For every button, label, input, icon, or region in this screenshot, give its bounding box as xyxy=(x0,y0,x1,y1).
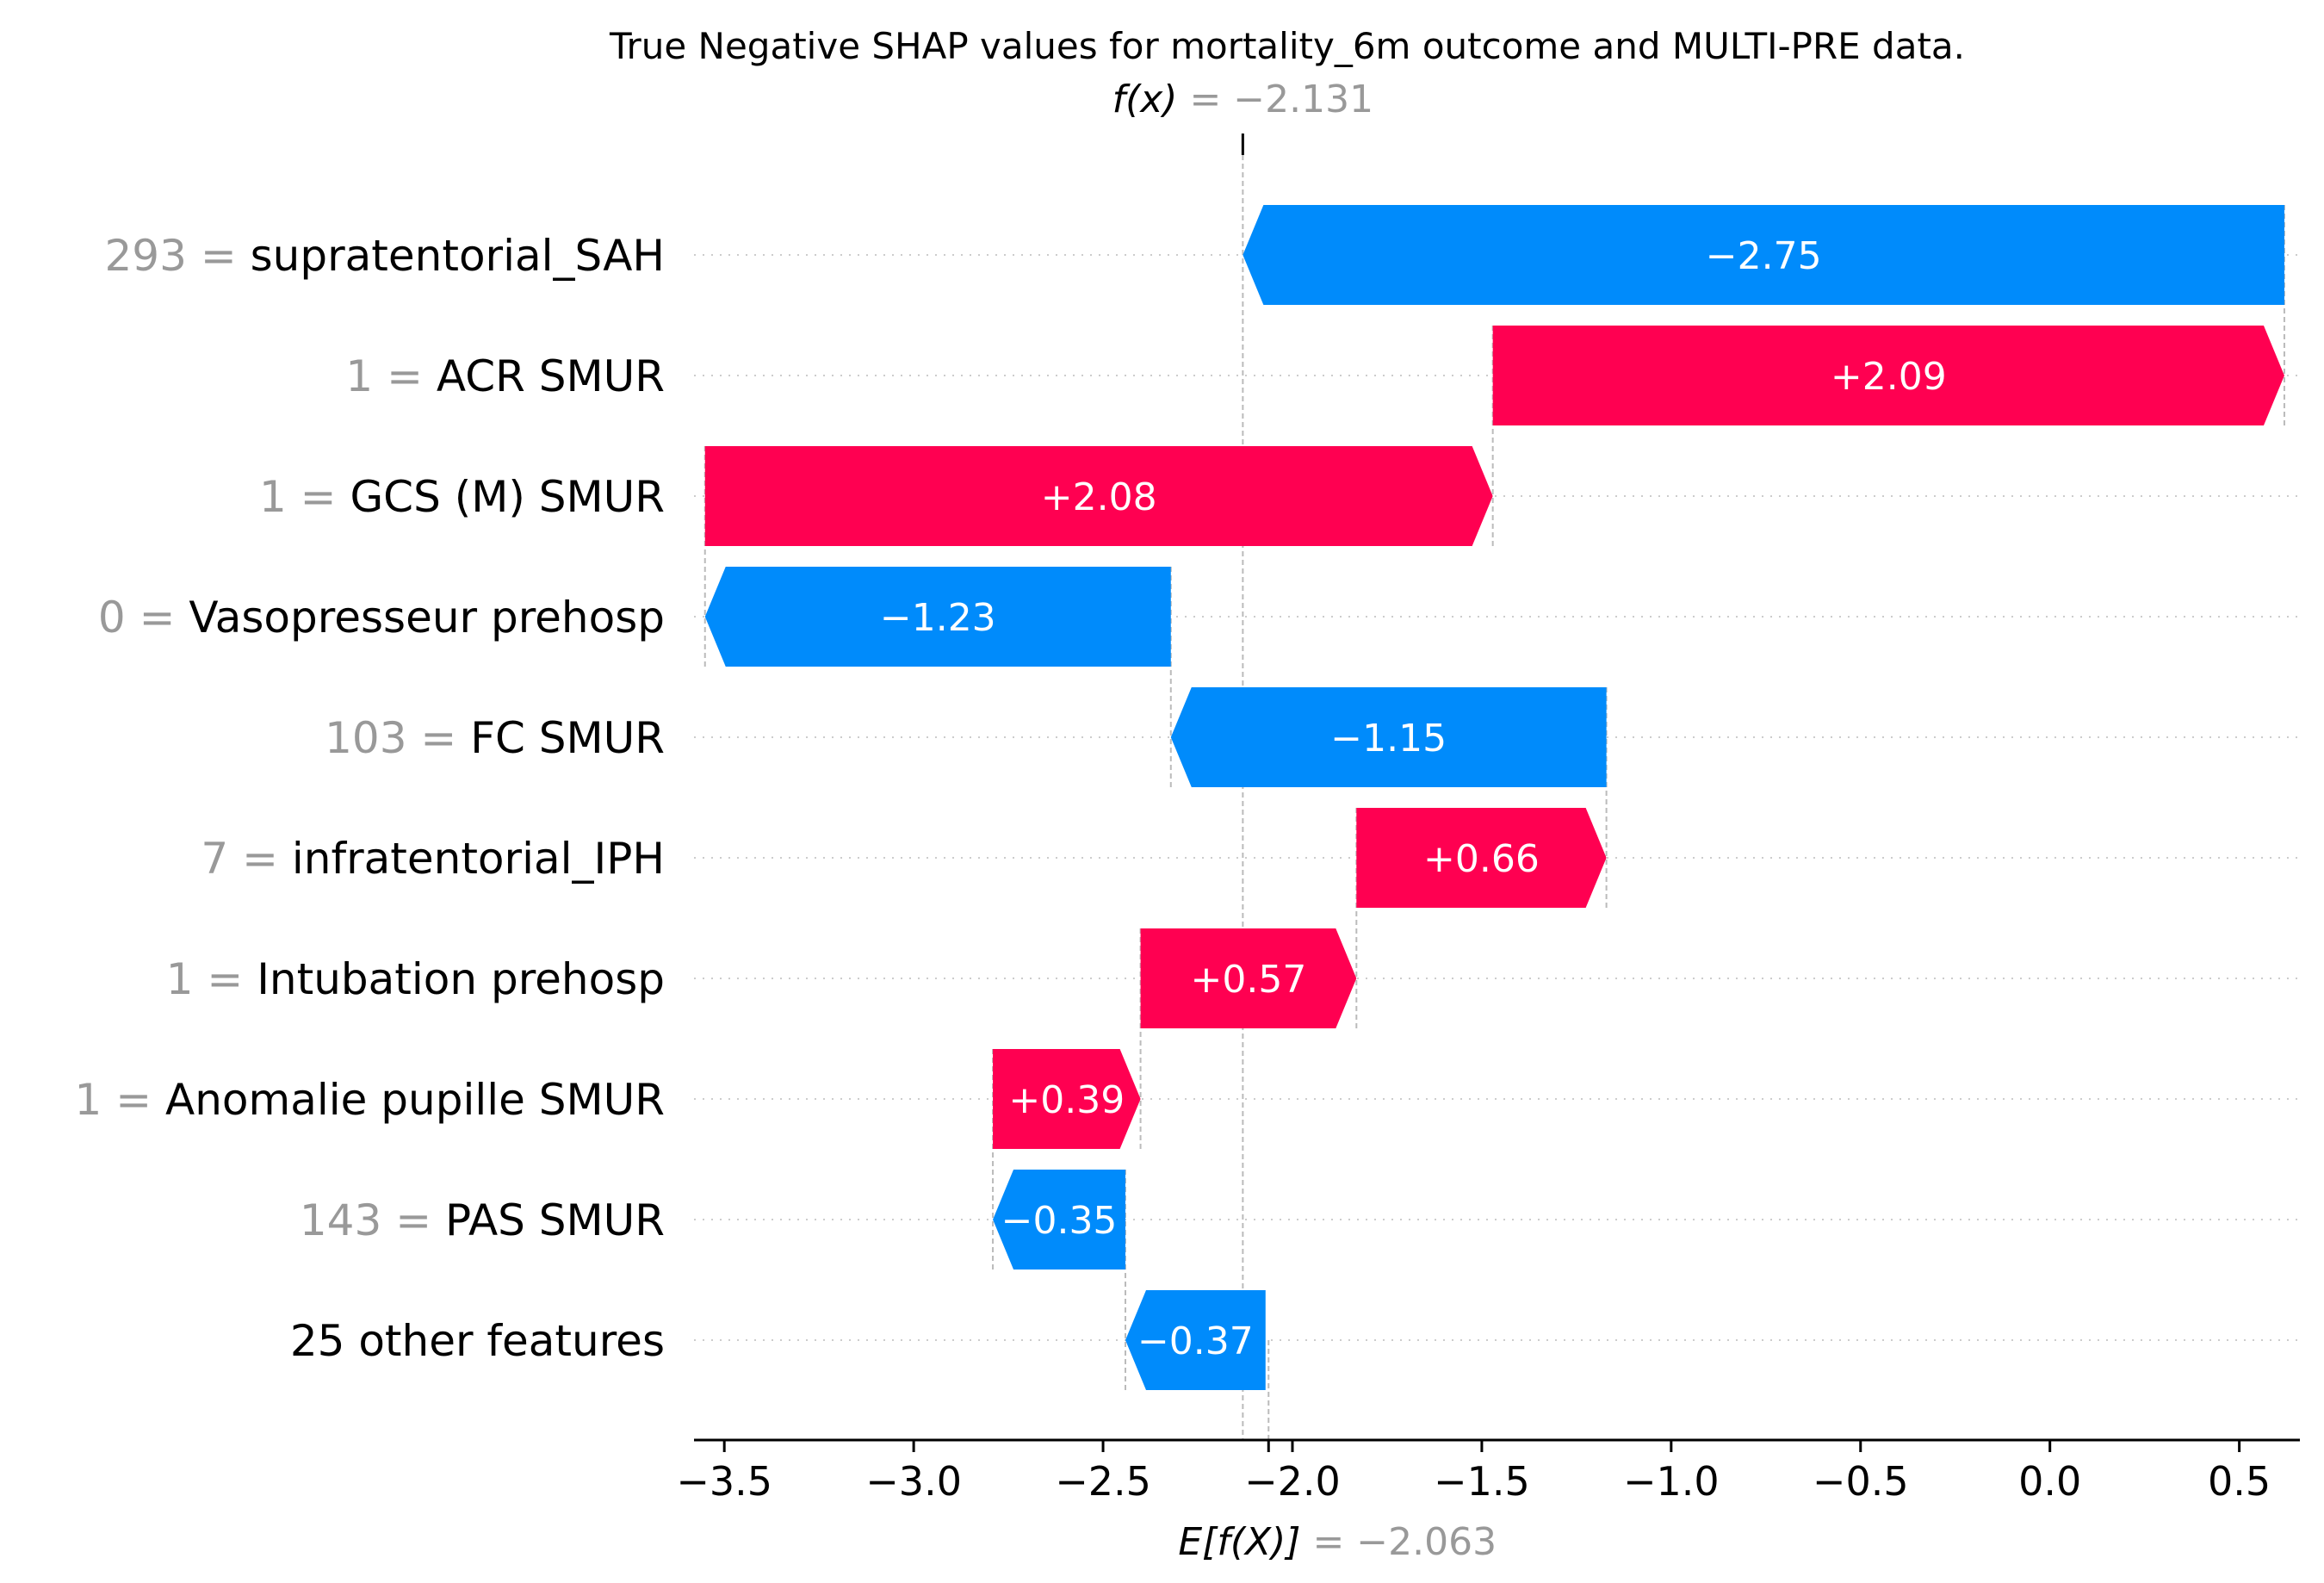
x-tick-label: 0.5 xyxy=(2208,1458,2271,1505)
x-tick-label: −1.0 xyxy=(1623,1458,1720,1505)
x-tick-label: −3.0 xyxy=(865,1458,962,1505)
feature-value: 143 = xyxy=(300,1195,445,1245)
base-value-label: E[f(X)] = −2.063 xyxy=(1178,1520,1497,1564)
feature-label: 1 = ACR SMUR xyxy=(345,351,665,401)
feature-name: Intubation prehosp xyxy=(257,954,665,1004)
feature-label: 143 = PAS SMUR xyxy=(300,1195,665,1245)
feature-label: 0 = Vasopresseur prehosp xyxy=(98,593,665,643)
base-value: = −2.063 xyxy=(1312,1520,1497,1564)
contribution-bar xyxy=(1125,1290,1266,1390)
feature-value: 1 = xyxy=(166,954,257,1004)
x-tick-label: −1.5 xyxy=(1434,1458,1530,1505)
feature-label: 293 = supratentorial_SAH xyxy=(105,231,666,281)
feature-label: 7 = infratentorial_IPH xyxy=(201,834,665,884)
contribution-bar xyxy=(1140,928,1357,1028)
x-axis: −3.5 −3.0 −2.5 −2.0 −1.5 −1.0 −0.5 0.0 0.5 xyxy=(676,1438,2300,1505)
feature-value: 0 = xyxy=(98,593,189,643)
bar-value-label: +0.57 xyxy=(1191,958,1307,1002)
feature-label: 25 other features xyxy=(290,1316,665,1366)
chart-title: True Negative SHAP values for mortality_… xyxy=(609,25,1965,67)
bar-value-label: +0.39 xyxy=(1008,1078,1125,1122)
feature-value: 1 = xyxy=(345,351,437,401)
feature-value: 293 = xyxy=(105,231,251,281)
x-tick-label: −2.0 xyxy=(1244,1458,1341,1505)
feature-name: FC SMUR xyxy=(470,713,665,763)
base-value-footer: E[f(X)] = −2.063 xyxy=(1178,1520,1497,1564)
x-tick-label: 0.0 xyxy=(2018,1458,2081,1505)
contribution-bar xyxy=(1243,205,2284,305)
feature-name: Anomalie pupille SMUR xyxy=(165,1075,665,1125)
feature-name: GCS (M) SMUR xyxy=(350,472,665,522)
bar-value-label: −2.75 xyxy=(1706,234,1822,278)
contribution-bar xyxy=(1356,808,1607,908)
bar-value-label: −1.23 xyxy=(880,596,996,640)
feature-name: Vasopresseur prehosp xyxy=(189,593,665,643)
feature-label: 1 = Intubation prehosp xyxy=(166,954,665,1004)
x-tick-label: −2.5 xyxy=(1055,1458,1151,1505)
feature-label: 1 = Anomalie pupille SMUR xyxy=(75,1075,665,1125)
bar-value-label: −0.35 xyxy=(1001,1199,1118,1243)
contribution-bar xyxy=(1492,326,2284,425)
feature-value: 7 = xyxy=(201,834,292,884)
bar-value-label: +2.08 xyxy=(1041,475,1157,519)
feature-name: ACR SMUR xyxy=(437,351,665,401)
fx-name: f(x) xyxy=(1112,78,1190,121)
contribution-bar xyxy=(704,446,1493,546)
contribution-bar xyxy=(993,1170,1125,1270)
contribution-bar xyxy=(704,567,1171,667)
feature-name: 25 other features xyxy=(290,1316,665,1366)
fx-header: f(x) = −2.131 xyxy=(1112,78,1374,121)
feature-name: infratentorial_IPH xyxy=(292,834,665,884)
feature-label: 103 = FC SMUR xyxy=(325,713,665,763)
contribution-bar xyxy=(1170,687,1607,787)
bar-value-label: +0.66 xyxy=(1423,837,1540,881)
feature-value: 1 = xyxy=(75,1075,166,1125)
contribution-bar xyxy=(993,1049,1141,1149)
x-tick-label: −0.5 xyxy=(1813,1458,1909,1505)
feature-name: supratentorial_SAH xyxy=(251,231,665,281)
feature-label: 1 = GCS (M) SMUR xyxy=(259,472,665,522)
base-name: E[f(X)] xyxy=(1178,1520,1312,1564)
bar-value-label: +2.09 xyxy=(1831,355,1947,399)
feature-value: 1 = xyxy=(259,472,350,522)
feature-value: 103 = xyxy=(325,713,470,763)
fx-value: = −2.131 xyxy=(1189,78,1373,121)
contribution-bars: −2.75 +2.09 +2.08 −1.23 −1.15 +0.66 +0.57 +0.39… xyxy=(704,205,2284,1390)
feature-name: PAS SMUR xyxy=(445,1195,665,1245)
x-tick-label: −3.5 xyxy=(676,1458,772,1505)
fx-label: f(x) = −2.131 xyxy=(1112,78,1374,121)
bar-value-label: −0.37 xyxy=(1137,1319,1254,1363)
bar-value-label: −1.15 xyxy=(1330,717,1447,760)
